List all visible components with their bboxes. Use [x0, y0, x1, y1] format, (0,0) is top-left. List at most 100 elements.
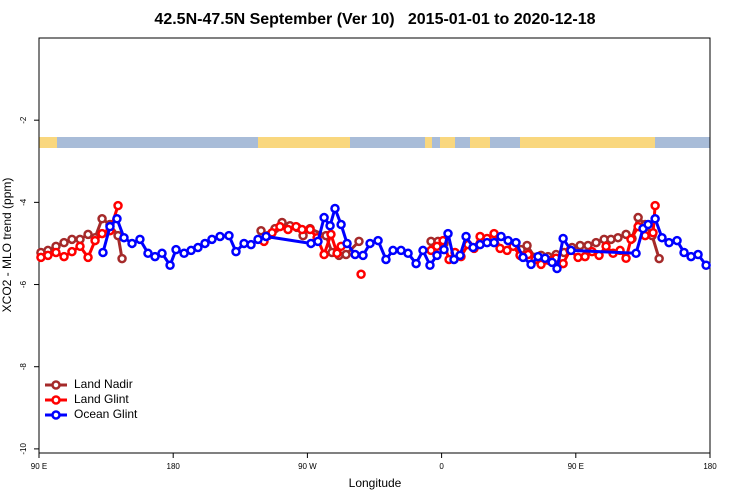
data-point: [547, 257, 557, 268]
data-point: [365, 238, 375, 249]
data-point: [297, 224, 307, 235]
data-point: [679, 247, 689, 258]
data-point: [319, 249, 329, 260]
data-point: [83, 229, 93, 240]
data-point: [418, 245, 428, 256]
y-axis-label: XCO2 - MLO trend (ppm): [0, 178, 14, 313]
land-mask-strip: [39, 137, 710, 148]
y-tick-label: -4: [19, 198, 28, 206]
data-point: [455, 250, 465, 261]
data-point: [701, 260, 711, 270]
data-point: [326, 229, 336, 240]
data-point: [51, 247, 61, 258]
data-point: [381, 254, 391, 265]
data-point: [540, 253, 550, 263]
data-point: [648, 228, 658, 238]
data-point: [105, 221, 115, 232]
data-point: [193, 242, 203, 253]
data-point: [650, 214, 660, 224]
data-point: [621, 253, 631, 263]
y-tick-label: -2: [19, 116, 28, 124]
data-point: [283, 224, 293, 235]
data-point: [631, 248, 641, 259]
legend-label: Ocean Glint: [74, 407, 138, 421]
data-point: [113, 200, 123, 211]
chart-title: 42.5N-47.5N September (Ver 10) 2015-01-0…: [154, 11, 595, 28]
x-tick-label: 90 W: [298, 462, 317, 471]
data-point: [319, 212, 329, 223]
data-point: [358, 250, 368, 261]
data-point: [575, 240, 585, 251]
data-point: [643, 219, 653, 230]
data-point: [518, 252, 528, 263]
data-point: [342, 238, 352, 249]
data-point: [536, 259, 546, 270]
data-point: [558, 233, 568, 244]
data-point: [552, 263, 562, 274]
data-point: [83, 252, 93, 263]
land-band: [440, 137, 455, 148]
data-point: [591, 237, 601, 248]
data-point: [332, 248, 342, 259]
data-point: [43, 250, 53, 261]
data-point: [246, 239, 256, 250]
data-point: [215, 231, 225, 242]
data-point: [461, 231, 471, 242]
data-point: [256, 225, 266, 236]
data-point: [75, 241, 85, 252]
data-point: [373, 235, 383, 246]
data-point: [143, 248, 153, 259]
data-point: [67, 234, 77, 245]
ocean-band: [39, 137, 710, 148]
data-point: [388, 245, 398, 256]
data-point: [580, 251, 590, 262]
data-point: [496, 231, 506, 242]
data-point: [253, 234, 263, 245]
data-point: [98, 247, 108, 258]
data-point: [224, 230, 234, 241]
data-point: [449, 254, 459, 265]
data-point: [626, 234, 636, 245]
data-point: [350, 249, 360, 260]
data-point: [566, 245, 576, 256]
data-point: [112, 214, 122, 224]
data-point: [489, 237, 499, 248]
data-point: [207, 234, 217, 245]
data-point: [275, 221, 285, 232]
data-point: [341, 249, 351, 260]
data-point: [305, 224, 315, 235]
data-point: [157, 248, 167, 259]
data-point: [443, 228, 453, 239]
data-point: [67, 246, 77, 257]
data-point: [59, 237, 69, 248]
data-point: [439, 244, 449, 255]
data-point: [59, 251, 69, 262]
data-point: [261, 231, 271, 242]
x-tick-label: 180: [703, 462, 717, 471]
data-point: [432, 250, 442, 261]
data-point: [325, 221, 335, 231]
data-point: [200, 238, 210, 249]
data-point: [90, 235, 100, 246]
data-point: [330, 203, 340, 214]
legend-label: Land Nadir: [74, 377, 133, 391]
data-point: [657, 232, 667, 243]
data-point: [313, 236, 323, 247]
data-point: [97, 228, 107, 239]
data-point: [403, 248, 413, 259]
data-point: [526, 259, 536, 270]
x-tick-label: 90 E: [568, 462, 584, 471]
x-tick-label: 180: [167, 462, 181, 471]
data-point: [354, 236, 364, 247]
data-point: [356, 269, 366, 280]
y-tick-label: -6: [19, 280, 28, 288]
data-point: [97, 214, 107, 224]
data-point: [654, 253, 664, 264]
legend-marker: [51, 395, 61, 405]
y-tick-label: -10: [19, 443, 28, 455]
x-tick-label: 0: [439, 462, 444, 471]
x-axis-label: Longitude: [349, 476, 402, 490]
data-point: [171, 244, 181, 255]
